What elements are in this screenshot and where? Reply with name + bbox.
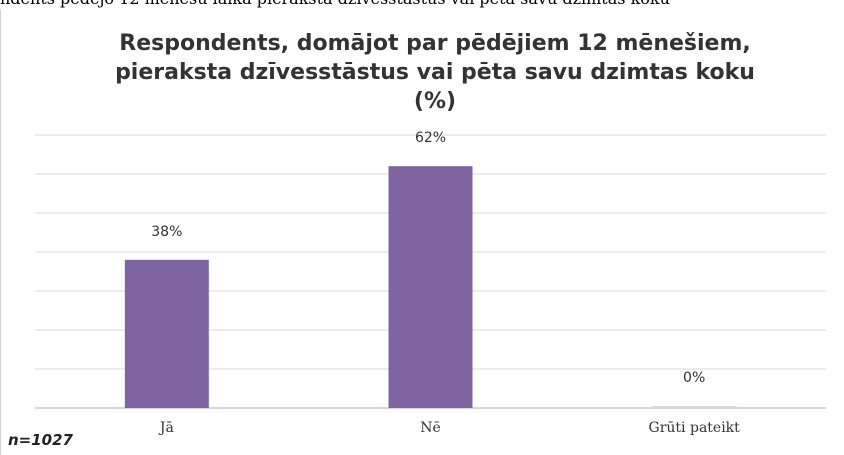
bar-2 <box>652 406 737 408</box>
chart-frame <box>0 9 844 455</box>
x-tick-label-2: Grūti pateikt <box>649 420 741 436</box>
bar-0 <box>124 259 209 408</box>
x-tick-label-0: Jā <box>158 420 174 436</box>
sample-size-note: n=1027 <box>8 431 73 449</box>
chart-title: Respondents, domājot par pēdējiem 12 mēn… <box>115 31 755 114</box>
data-label-0: 38% <box>151 224 182 240</box>
data-label-2: 0% <box>683 370 705 386</box>
x-tick-label-1: Nē <box>420 420 441 436</box>
cropped-header-text: ndents pēdējo 12 mēnešu laikā pieraksta … <box>0 0 844 9</box>
bar-1 <box>388 166 473 408</box>
data-label-1: 62% <box>415 130 446 146</box>
